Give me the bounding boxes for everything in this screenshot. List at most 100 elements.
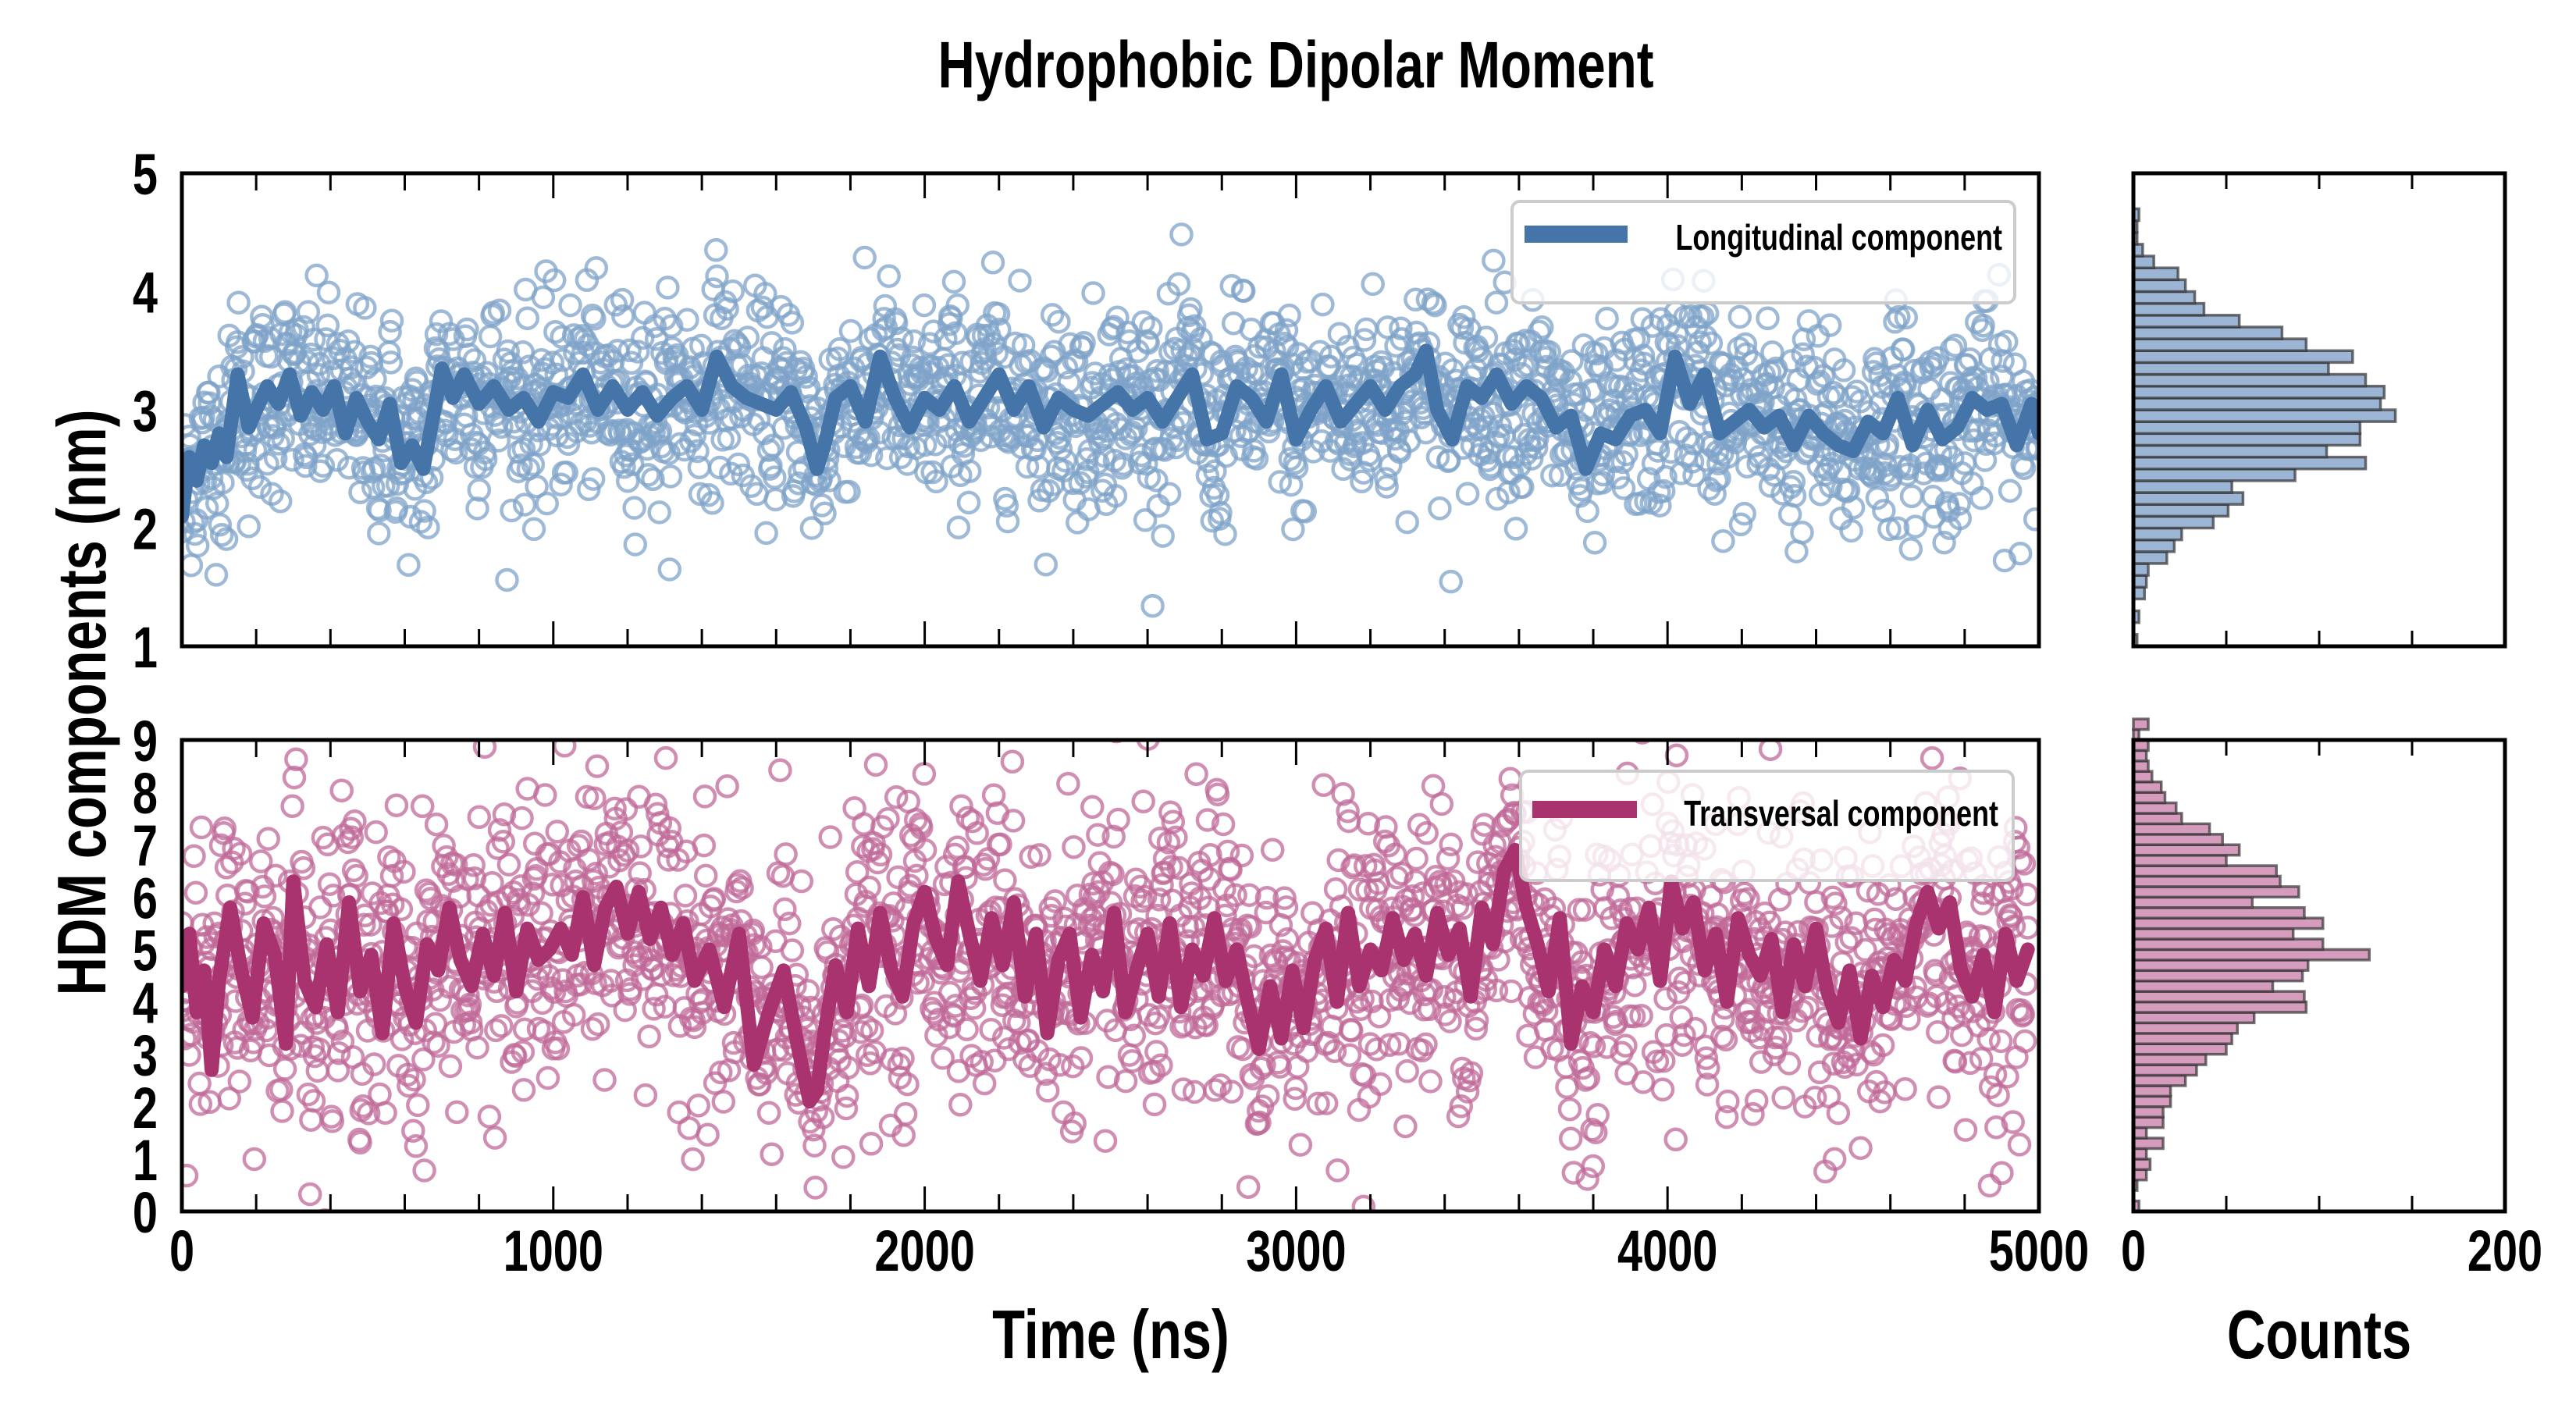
scatter-point: [389, 897, 414, 922]
scatter-point: [884, 785, 909, 809]
scatter-point: [1229, 843, 1254, 868]
scatter-point: [1151, 524, 1175, 548]
scatter-point: [1816, 385, 1841, 409]
scatter-point: [183, 880, 208, 905]
scatter-point: [1133, 884, 1158, 909]
scatter-point: [2029, 0, 2049, 10]
scatter-point: [367, 521, 391, 546]
scatter-point: [550, 348, 575, 372]
scatter-point: [1145, 358, 1169, 383]
scatter-point: [1452, 304, 1476, 329]
x-tick-label: 0: [169, 1219, 194, 1284]
scatter-point: [702, 887, 727, 911]
scatter-point: [302, 432, 327, 457]
scatter-point: [521, 517, 546, 542]
running-average-line: [182, 343, 2039, 524]
scatter-point: [236, 880, 260, 904]
scatter-point: [1631, 351, 1656, 376]
scatter-point: [837, 479, 861, 504]
scatter-point: [1001, 809, 1026, 833]
scatter-point: [511, 1040, 535, 1064]
scatter-point: [1903, 514, 1927, 539]
histogram-bar: [2132, 916, 2325, 930]
x-axis-label-group: Time (ns): [992, 1297, 1229, 1373]
histogram-bar: [2132, 468, 2297, 482]
scatter-point: [271, 427, 295, 451]
scatter-point: [913, 838, 938, 863]
scatter-point: [1284, 455, 1309, 480]
histogram-bar: [2132, 325, 2284, 340]
scatter-point: [540, 350, 565, 375]
histogram-bar: [2132, 503, 2230, 518]
scatter-point: [340, 825, 365, 849]
scatter-point: [521, 881, 546, 905]
scatter-point: [1768, 446, 1793, 471]
scatter-point: [827, 337, 852, 361]
scatter-point: [1081, 281, 1105, 305]
scatter-point: [614, 797, 639, 821]
scatter-point: [188, 1092, 213, 1116]
scatter-point: [491, 830, 516, 854]
x-axis-label: Time (ns): [992, 1297, 1229, 1373]
scatter-point: [1990, 1161, 2014, 1186]
scatter-point: [876, 807, 900, 831]
scatter-point: [299, 1108, 323, 1132]
scatter-point: [653, 307, 678, 331]
scatter-point: [973, 857, 998, 881]
scatter-point: [410, 794, 435, 819]
scatter-point: [1166, 272, 1191, 297]
scatter-point: [1389, 316, 1413, 340]
scatter-point: [1139, 315, 1163, 340]
scatter-point: [1356, 811, 1381, 836]
scatter-point: [344, 863, 368, 888]
scatter-point: [397, 553, 421, 577]
scatter-point: [763, 465, 787, 489]
scatter-point: [363, 367, 387, 392]
scatter-point: [960, 809, 985, 834]
scatter-point: [987, 318, 1012, 342]
scatter-point: [1524, 436, 1549, 460]
scatter-point: [1557, 1097, 1582, 1122]
scatter-point: [1208, 500, 1233, 525]
histogram-bar: [2132, 770, 2154, 784]
scatter-point: [457, 992, 482, 1016]
scatter-point: [438, 1054, 463, 1079]
scatter-point: [540, 873, 565, 897]
scatter-point: [849, 1019, 873, 1044]
histogram-bar: [2132, 780, 2163, 794]
scatter-point: [1198, 843, 1222, 867]
scatter-point: [1147, 887, 1172, 912]
scatter-point: [1008, 269, 1032, 293]
histogram-bar: [2132, 526, 2183, 542]
scatter-point: [803, 1176, 827, 1200]
scatter-point: [647, 500, 671, 525]
scatter-point: [789, 869, 814, 894]
scatter-point: [533, 783, 557, 807]
scatter-point: [230, 344, 254, 369]
scatter-point: [585, 754, 610, 778]
scatter-point: [426, 1033, 450, 1058]
scatter-point: [2024, 0, 2044, 10]
scatter-point: [1034, 552, 1059, 577]
scatter-point: [2028, 0, 2048, 10]
scatter-point: [720, 279, 745, 304]
scatter-point: [1510, 475, 1535, 500]
scatter-point: [1885, 516, 1910, 540]
scatter-point: [1325, 1158, 1350, 1183]
scatter-point: [1439, 832, 1463, 857]
scatter-point: [833, 1024, 857, 1048]
scatter-point: [1164, 825, 1188, 850]
scatter-point: [938, 980, 962, 1005]
y-tick-label: 4: [133, 261, 158, 326]
scatter-point: [270, 1099, 294, 1123]
scatter-point: [1631, 343, 1656, 368]
histogram-bar: [2132, 822, 2211, 836]
scatter-point: [561, 1002, 586, 1027]
scatter-point: [1350, 469, 1374, 494]
scatter-point: [473, 446, 498, 471]
scatter-point: [1205, 782, 1230, 806]
histogram-bar: [2132, 361, 2330, 376]
scatter-point: [214, 527, 239, 551]
scatter-point: [1920, 746, 1944, 770]
transversal-histogram: 0 200: [2121, 717, 2542, 1284]
